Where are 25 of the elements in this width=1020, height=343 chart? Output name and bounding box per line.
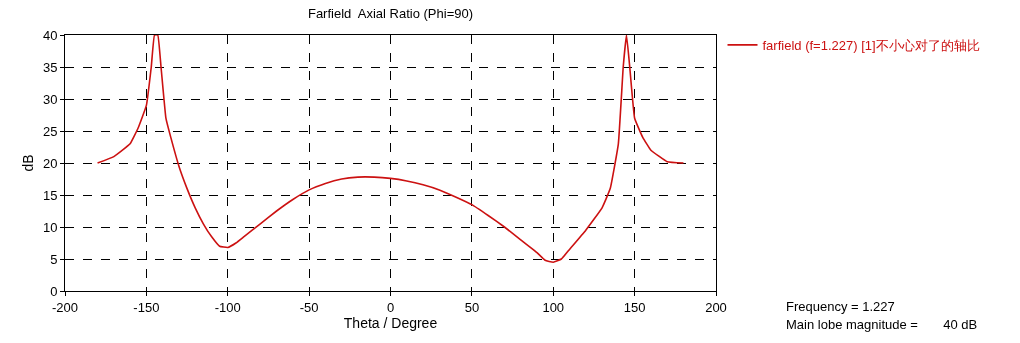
x-tick-label: 0	[386, 299, 395, 315]
chart-title: Farfield Axial Ratio (Phi=90)	[307, 5, 474, 21]
x-tick-label: 150	[623, 299, 646, 315]
y-axis-title: dB	[19, 154, 36, 172]
y-tick-label: 40	[42, 27, 58, 43]
legend-label: farfield (f=1.227) [1]不小心对了的轴比	[762, 37, 980, 53]
y-tick-label: 20	[42, 155, 58, 171]
y-tick-label: 15	[42, 187, 58, 203]
x-axis-title: Theta / Degree	[343, 314, 438, 331]
line-series	[96, 35, 685, 263]
x-tick-label: -100	[214, 299, 241, 315]
y-tick-label: 25	[42, 123, 58, 139]
x-tick-label: 200	[705, 299, 727, 315]
x-tick-label: 100	[542, 299, 565, 315]
y-tick-label: 30	[42, 91, 58, 107]
text: Main lobe magnitude = 40 dB	[786, 317, 978, 332]
y-tick-label: 35	[42, 59, 58, 75]
y-tick-label: 0	[50, 283, 58, 299]
x-tick-label: -50	[299, 299, 319, 315]
y-tick-label: 5	[50, 251, 58, 267]
x-tick-label: -200	[51, 299, 79, 315]
x-tick-label: 50	[464, 299, 480, 315]
x-tick-label: -150	[133, 299, 160, 315]
y-tick-label: 10	[42, 219, 58, 235]
text: Frequency = 1.227	[786, 299, 895, 314]
